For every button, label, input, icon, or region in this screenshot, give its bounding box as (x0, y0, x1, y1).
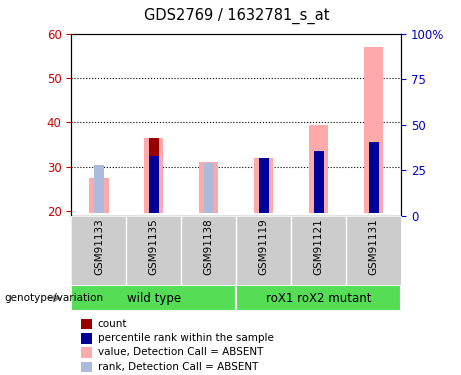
Bar (254, 158, 273, 213)
Text: value, Detection Call = ABSENT: value, Detection Call = ABSENT (98, 348, 263, 357)
Bar (149, 156, 159, 213)
Bar (309, 125, 328, 213)
Text: rank, Detection Call = ABSENT: rank, Detection Call = ABSENT (98, 362, 258, 372)
Text: count: count (98, 319, 127, 329)
Bar (236, 285, 401, 311)
Bar (199, 162, 219, 213)
Bar (369, 142, 378, 213)
Text: GSM91135: GSM91135 (149, 219, 159, 275)
Bar (94, 165, 104, 213)
Bar (204, 163, 214, 213)
Text: wild type: wild type (127, 292, 181, 304)
Text: percentile rank within the sample: percentile rank within the sample (98, 333, 274, 343)
Text: genotype/variation: genotype/variation (5, 293, 104, 303)
Text: GSM91138: GSM91138 (204, 219, 214, 275)
Text: GSM91133: GSM91133 (94, 219, 104, 275)
Bar (89, 178, 108, 213)
Bar (71, 285, 236, 311)
Text: GDS2769 / 1632781_s_at: GDS2769 / 1632781_s_at (143, 8, 329, 24)
Text: roX1 roX2 mutant: roX1 roX2 mutant (266, 292, 372, 304)
Bar (364, 47, 383, 213)
Bar (149, 138, 159, 213)
Bar (314, 151, 324, 213)
Bar (259, 158, 269, 213)
Bar (259, 158, 269, 213)
Text: GSM91121: GSM91121 (313, 219, 324, 275)
Bar (144, 138, 164, 213)
Text: GSM91119: GSM91119 (259, 219, 269, 275)
Text: GSM91131: GSM91131 (369, 219, 378, 275)
